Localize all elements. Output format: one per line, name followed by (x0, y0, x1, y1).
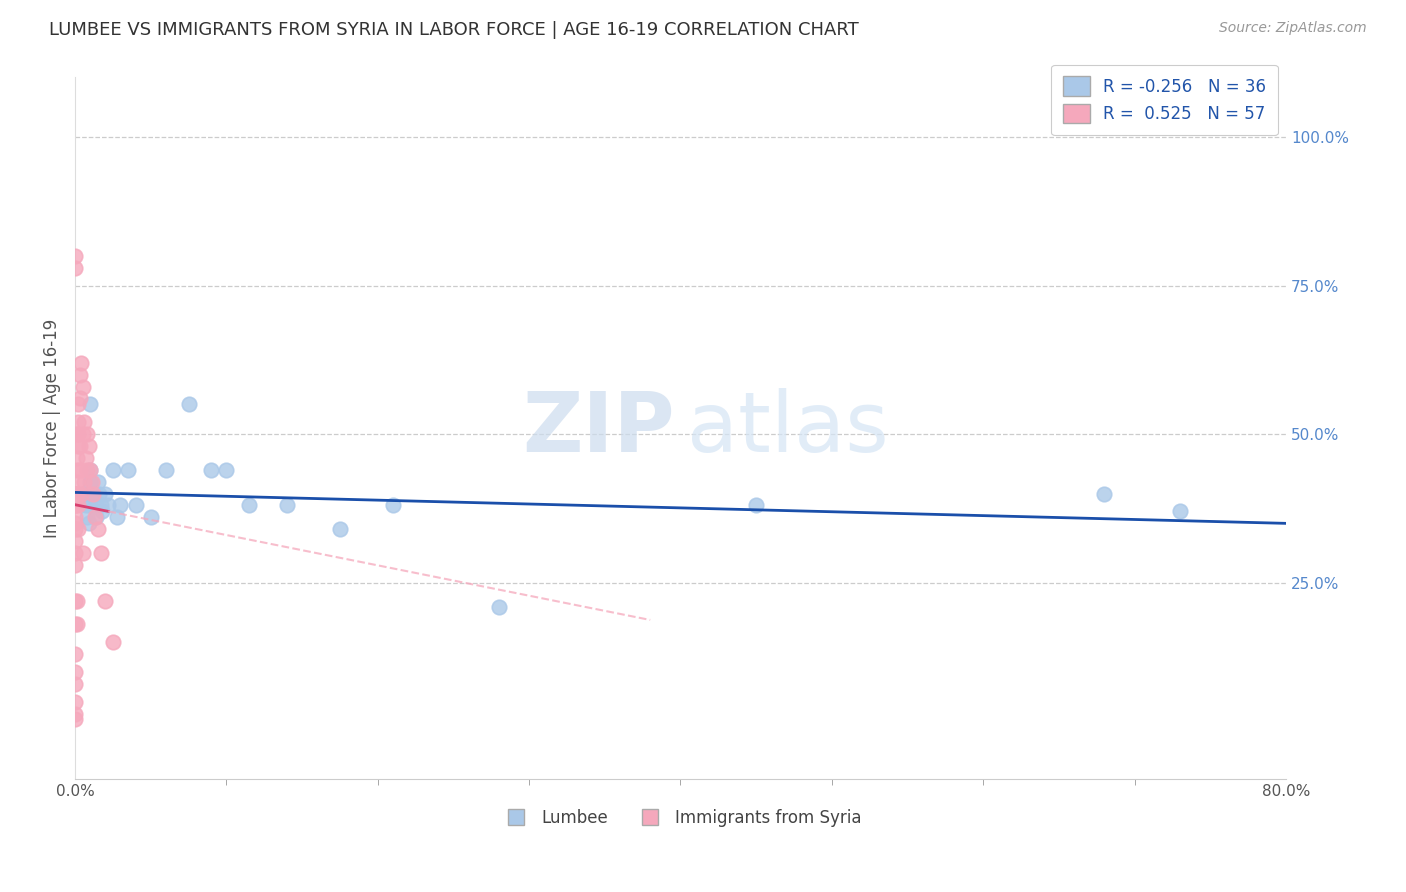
Point (82, 486, 104, 500)
Point (69, 463, 91, 477)
Text: LUMBEE VS IMMIGRANTS FROM SYRIA IN LABOR FORCE | AGE 16-19 CORRELATION CHART: LUMBEE VS IMMIGRANTS FROM SYRIA IN LABOR… (49, 21, 859, 38)
Point (77, 516, 100, 531)
Point (65, 486, 87, 500)
Point (238, 499, 260, 513)
Point (79, 463, 101, 477)
Point (97, 499, 120, 513)
Point (276, 499, 298, 513)
Point (75, 450, 97, 465)
Point (70, 486, 93, 500)
Point (63, 486, 86, 500)
Point (83, 499, 105, 513)
Point (65, 593, 87, 607)
Point (79, 475, 101, 489)
Point (69, 368, 91, 382)
Point (67, 522, 90, 536)
Point (63, 695, 86, 709)
Point (73, 475, 96, 489)
Text: ZIP: ZIP (522, 388, 675, 468)
Point (67, 439, 90, 453)
Point (63, 522, 86, 536)
Point (110, 499, 132, 513)
Legend: Lumbee, Immigrants from Syria: Lumbee, Immigrants from Syria (494, 803, 868, 834)
Point (72, 427, 94, 442)
Point (94, 593, 117, 607)
Point (77, 439, 100, 453)
Point (76, 427, 98, 442)
Point (72, 546, 94, 560)
Point (63, 249, 86, 263)
Point (329, 522, 352, 536)
Point (63, 713, 86, 727)
Point (90, 546, 112, 560)
Point (84, 510, 107, 524)
Point (101, 635, 124, 649)
Point (63, 546, 86, 560)
Point (63, 260, 86, 275)
Point (76, 510, 98, 524)
Point (63, 665, 86, 679)
Point (83, 510, 105, 524)
Point (63, 499, 86, 513)
Point (79, 463, 101, 477)
Point (82, 486, 104, 500)
Point (65, 450, 87, 465)
Point (69, 392, 91, 406)
Point (67, 427, 90, 442)
Point (67, 415, 90, 429)
Text: atlas: atlas (686, 388, 889, 468)
Point (1168, 504, 1191, 518)
Point (200, 463, 222, 477)
Point (70, 356, 93, 370)
Point (76, 463, 98, 477)
Point (139, 510, 162, 524)
Text: Source: ZipAtlas.com: Source: ZipAtlas.com (1219, 21, 1367, 35)
Point (73, 415, 96, 429)
Point (79, 486, 101, 500)
Point (79, 397, 101, 411)
Point (65, 427, 87, 442)
Point (65, 617, 87, 632)
Point (72, 379, 94, 393)
Point (63, 558, 86, 572)
Point (65, 475, 87, 489)
Point (79, 499, 101, 513)
Point (124, 499, 146, 513)
Y-axis label: In Labor Force | Age 16-19: In Labor Force | Age 16-19 (44, 318, 60, 538)
Point (65, 463, 87, 477)
Point (89, 486, 111, 500)
Point (155, 463, 177, 477)
Point (90, 499, 112, 513)
Point (63, 706, 86, 721)
Point (67, 397, 90, 411)
Point (63, 499, 86, 513)
Point (86, 522, 108, 536)
Point (105, 510, 128, 524)
Point (94, 486, 117, 500)
Point (63, 593, 86, 607)
Point (63, 510, 86, 524)
Point (381, 499, 404, 513)
Point (67, 499, 90, 513)
Point (91, 504, 114, 518)
Point (117, 463, 139, 477)
Point (488, 599, 510, 614)
Point (63, 516, 86, 531)
Point (63, 647, 86, 661)
Point (63, 617, 86, 632)
Point (86, 475, 108, 489)
Point (63, 486, 86, 500)
Point (63, 677, 86, 691)
Point (75, 499, 97, 513)
Point (215, 463, 238, 477)
Point (72, 486, 94, 500)
Point (177, 397, 200, 411)
Point (65, 486, 87, 500)
Point (80, 475, 103, 489)
Point (69, 439, 91, 453)
Point (101, 463, 124, 477)
Point (1092, 486, 1115, 500)
Point (63, 534, 86, 549)
Point (745, 499, 768, 513)
